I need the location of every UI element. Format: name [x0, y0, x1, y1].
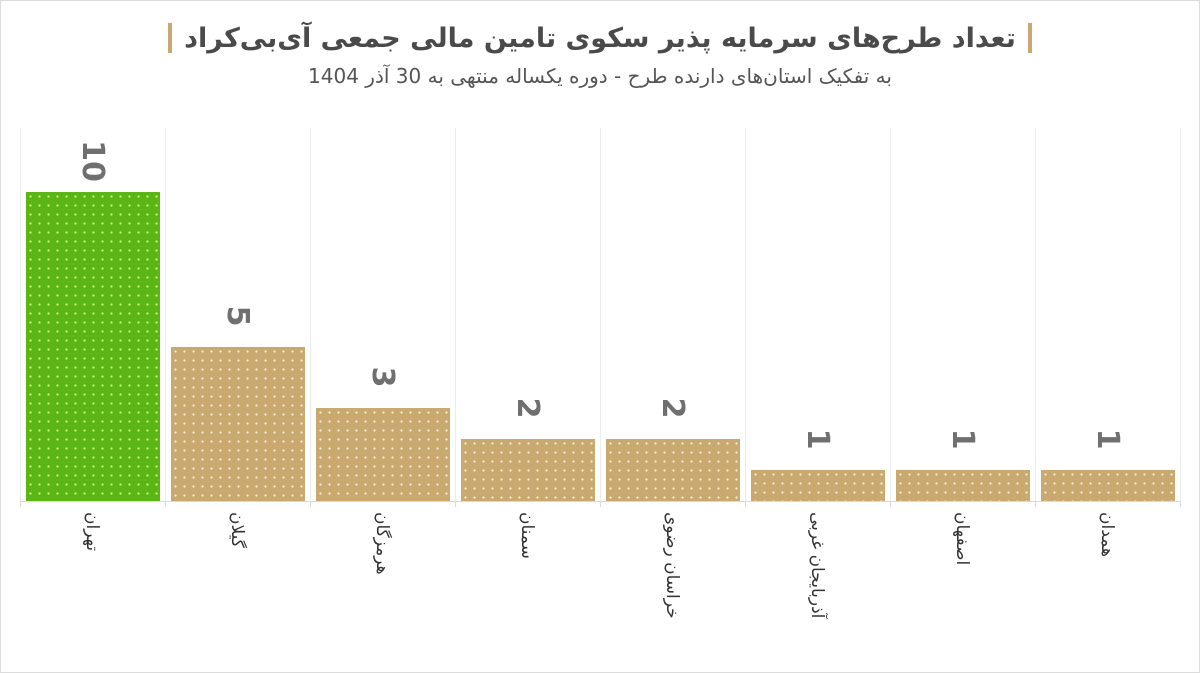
x-tick-label: خراسان رضوی	[600, 512, 745, 662]
bar-column: 3	[310, 128, 455, 501]
category-label: تهران	[82, 512, 102, 552]
data-label: 1	[800, 428, 835, 450]
bar	[1041, 470, 1175, 501]
bar	[606, 439, 740, 501]
gridline	[890, 128, 891, 501]
x-tick-label: سمنان	[455, 512, 600, 662]
data-label: 10	[75, 140, 110, 182]
bar-column: 1	[1035, 128, 1180, 501]
category-label: آذربایجان غربی	[807, 512, 827, 619]
x-tick	[455, 501, 456, 507]
gridline	[745, 128, 746, 501]
title-marker-left	[168, 23, 173, 53]
x-tick	[20, 501, 21, 507]
gridline	[455, 128, 456, 501]
bar-column: 2	[455, 128, 600, 501]
data-label: 2	[655, 397, 690, 419]
category-label: خراسان رضوی	[662, 512, 682, 619]
title-row: تعداد طرح‌های سرمایه پذیر سکوی تامین مال…	[0, 18, 1200, 58]
data-label: 3	[365, 366, 400, 388]
category-label: سمنان	[517, 512, 537, 559]
gridline	[1035, 128, 1036, 501]
x-tick-label: هرمزگان	[310, 512, 455, 662]
gridline-end	[1180, 128, 1181, 501]
x-tick-label: اصفهان	[890, 512, 1035, 662]
bar-column: 1	[745, 128, 890, 501]
gridline	[20, 128, 21, 501]
data-label: 1	[1090, 428, 1125, 450]
x-tick-label: همدان	[1035, 512, 1180, 662]
x-tick	[745, 501, 746, 507]
x-tick	[1035, 501, 1036, 507]
x-tick-label: گیلان	[165, 512, 310, 662]
gridline	[600, 128, 601, 501]
x-tick-label: تهران	[20, 512, 165, 662]
x-tick	[165, 501, 166, 507]
bar-column: 5	[165, 128, 310, 501]
gridline	[1180, 128, 1181, 501]
bar	[751, 470, 885, 501]
chart-subtitle: به تفکیک استان‌های دارنده طرح - دوره یکس…	[308, 64, 892, 88]
bar	[26, 192, 160, 501]
category-label: هرمزگان	[372, 512, 392, 575]
bar	[896, 470, 1030, 501]
category-label: همدان	[1097, 512, 1117, 557]
bar-column: 2	[600, 128, 745, 501]
x-tick	[600, 501, 601, 507]
data-label: 2	[510, 397, 545, 419]
bar	[171, 346, 305, 501]
gridline	[165, 128, 166, 501]
bar	[316, 408, 450, 501]
category-label: اصفهان	[952, 512, 972, 566]
chart-title: تعداد طرح‌های سرمایه پذیر سکوی تامین مال…	[184, 22, 1016, 54]
bar-column: 1	[890, 128, 1035, 501]
bar	[461, 439, 595, 501]
category-label: گیلان	[227, 512, 247, 548]
x-tick	[1180, 501, 1181, 507]
gridline	[310, 128, 311, 501]
data-label: 1	[945, 428, 980, 450]
bar-column: 10	[20, 128, 165, 501]
title-marker-right	[1027, 23, 1032, 53]
x-tick-label: آذربایجان غربی	[745, 512, 890, 662]
x-tick	[310, 501, 311, 507]
plot-area: 10 5 3 2 2 1 1 1	[20, 128, 1181, 501]
x-tick	[890, 501, 891, 507]
data-label: 5	[220, 305, 255, 326]
